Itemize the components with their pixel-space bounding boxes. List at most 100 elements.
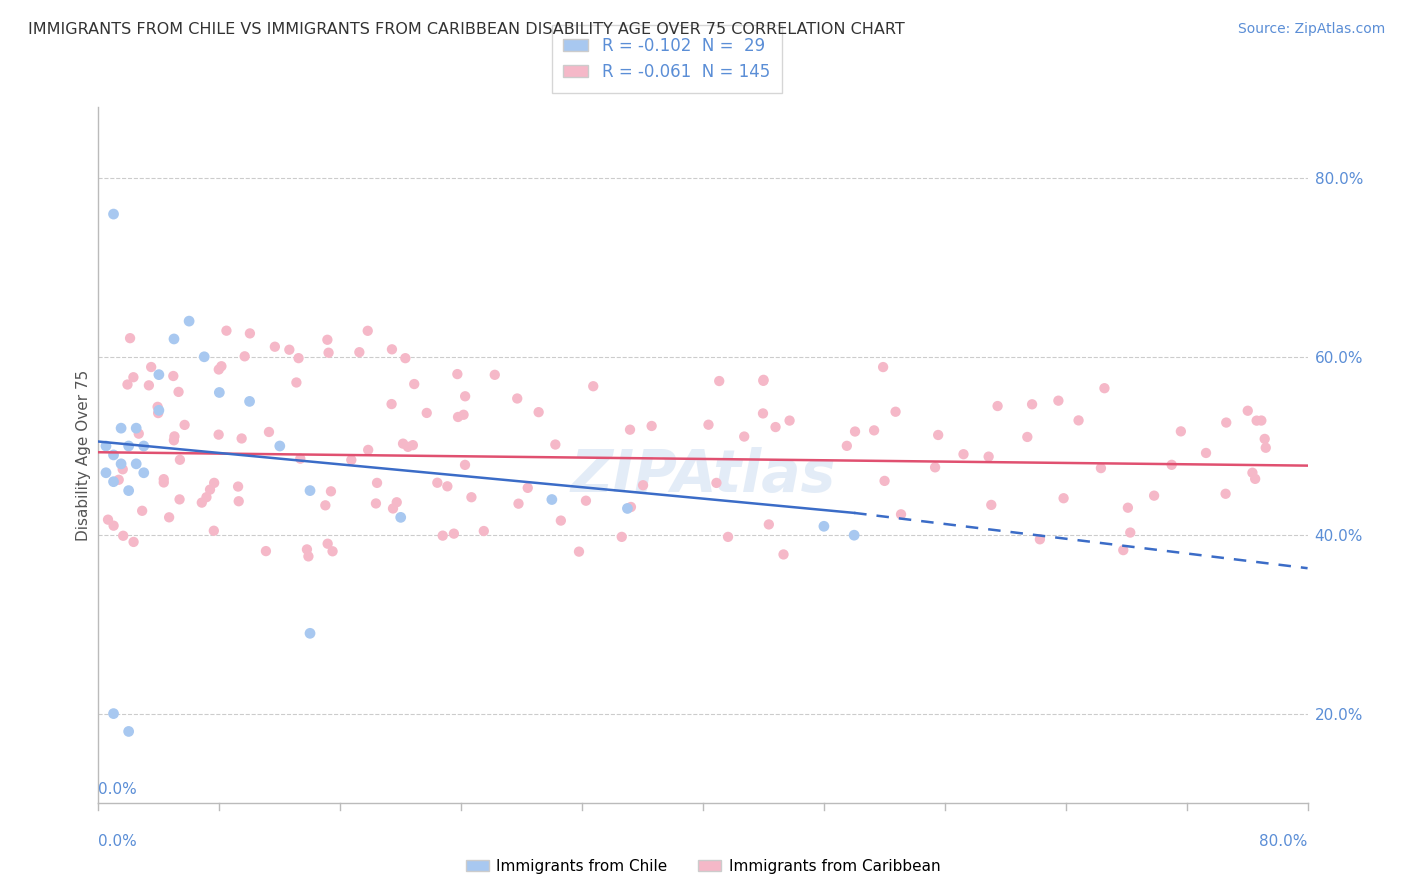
Point: [278, 343, 301, 357]
Point: [382, 501, 405, 516]
Point: [163, 429, 186, 443]
Text: Source: ZipAtlas.com: Source: ZipAtlas.com: [1237, 22, 1385, 37]
Point: [873, 474, 896, 488]
Point: [152, 475, 174, 490]
Point: [148, 403, 170, 417]
Point: [163, 332, 186, 346]
Point: [132, 439, 155, 453]
Point: [717, 530, 740, 544]
Point: [125, 421, 148, 435]
Point: [582, 379, 605, 393]
Point: [269, 439, 291, 453]
Point: [118, 439, 141, 453]
Point: [132, 466, 155, 480]
Point: [1246, 414, 1268, 428]
Point: [575, 493, 598, 508]
Point: [209, 359, 232, 374]
Point: [163, 434, 186, 448]
Point: [508, 497, 530, 511]
Point: [394, 351, 416, 366]
Point: [202, 524, 225, 538]
Y-axis label: Disability Age Over 75: Disability Age Over 75: [76, 369, 91, 541]
Point: [314, 499, 336, 513]
Point: [1250, 413, 1272, 427]
Point: [226, 479, 249, 493]
Point: [141, 359, 163, 374]
Point: [1067, 413, 1090, 427]
Text: ZIPAtlas: ZIPAtlas: [571, 447, 835, 504]
Point: [239, 394, 262, 409]
Point: [765, 420, 787, 434]
Point: [952, 447, 974, 461]
Point: [94, 466, 117, 480]
Point: [118, 483, 141, 498]
Point: [169, 452, 191, 467]
Point: [416, 406, 439, 420]
Point: [285, 376, 308, 390]
Text: 0.0%: 0.0%: [98, 782, 138, 797]
Point: [122, 370, 145, 384]
Point: [426, 475, 449, 490]
Point: [112, 529, 135, 543]
Point: [146, 400, 169, 414]
Point: [733, 429, 755, 443]
Point: [610, 530, 633, 544]
Point: [103, 207, 125, 221]
Point: [1029, 533, 1052, 547]
Point: [752, 373, 775, 387]
Point: [779, 414, 801, 428]
Point: [844, 425, 866, 439]
Point: [319, 484, 342, 499]
Point: [381, 397, 404, 411]
Point: [1215, 416, 1237, 430]
Point: [980, 498, 1002, 512]
Point: [1236, 403, 1258, 417]
Point: [1160, 458, 1182, 472]
Point: [239, 326, 262, 341]
Point: [550, 514, 572, 528]
Point: [835, 439, 858, 453]
Point: [813, 519, 835, 533]
Point: [131, 504, 153, 518]
Point: [385, 495, 408, 509]
Point: [322, 544, 344, 558]
Point: [404, 377, 426, 392]
Point: [1094, 381, 1116, 395]
Point: [844, 528, 866, 542]
Point: [752, 374, 775, 388]
Point: [111, 462, 134, 476]
Point: [772, 548, 794, 562]
Point: [215, 324, 238, 338]
Point: [446, 367, 468, 381]
Point: [884, 405, 907, 419]
Point: [1119, 525, 1142, 540]
Point: [436, 479, 458, 493]
Point: [516, 481, 538, 495]
Point: [117, 377, 139, 392]
Point: [568, 544, 591, 558]
Point: [447, 409, 470, 424]
Point: [1195, 446, 1218, 460]
Point: [616, 501, 638, 516]
Point: [709, 374, 731, 388]
Point: [396, 440, 419, 454]
Text: IMMIGRANTS FROM CHILE VS IMMIGRANTS FROM CARIBBEAN DISABILITY AGE OVER 75 CORREL: IMMIGRANTS FROM CHILE VS IMMIGRANTS FROM…: [28, 22, 905, 37]
Point: [118, 724, 141, 739]
Point: [1017, 430, 1039, 444]
Point: [146, 406, 169, 420]
Point: [173, 417, 195, 432]
Point: [381, 343, 404, 357]
Point: [318, 345, 340, 359]
Point: [1090, 461, 1112, 475]
Point: [152, 472, 174, 486]
Point: [1215, 487, 1237, 501]
Point: [454, 458, 477, 472]
Point: [1143, 489, 1166, 503]
Point: [208, 427, 231, 442]
Point: [620, 500, 643, 514]
Point: [443, 526, 465, 541]
Point: [1052, 491, 1074, 506]
Point: [357, 442, 380, 457]
Point: [193, 350, 215, 364]
Point: [1116, 500, 1139, 515]
